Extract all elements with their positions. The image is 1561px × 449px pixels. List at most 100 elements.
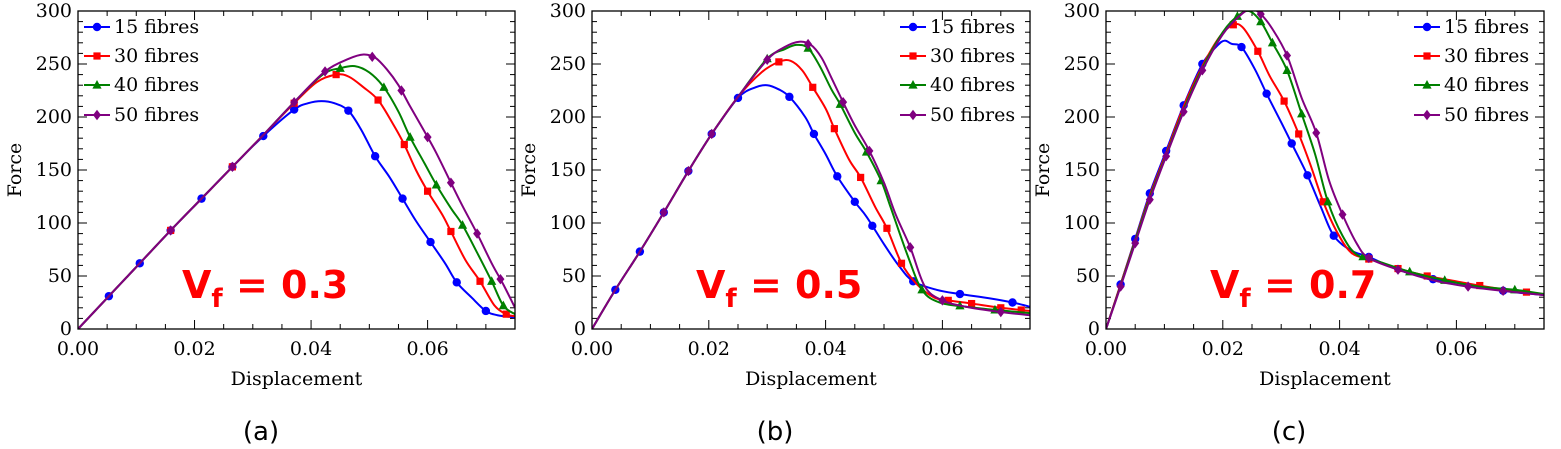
legend-label: 30 fibres [1444, 45, 1529, 67]
data-point-diamond [906, 242, 915, 253]
data-point-circle [868, 221, 877, 231]
plot-area [592, 38, 1030, 329]
y-tick-label: 50 [562, 265, 586, 287]
x-tick-label: 0.06 [1435, 338, 1477, 360]
chart-panel-b: 0.00 0.02 0.04 0.06 0 50 100 150 200 250 300 Displa… [518, 0, 1031, 390]
y-tick-label: 250 [550, 53, 586, 75]
data-point-diamond [397, 85, 406, 96]
x-tick-label: 0.04 [804, 338, 846, 360]
data-point-triangle [1232, 11, 1242, 20]
legend-marker [93, 52, 101, 60]
data-point-circle [809, 129, 819, 139]
data-point-square [476, 277, 484, 285]
legend-label: 50 fibres [930, 104, 1015, 126]
data-point-square [968, 299, 976, 308]
x-tick-label: 0.04 [290, 338, 332, 360]
data-point-diamond [1198, 65, 1207, 76]
data-point-diamond [839, 96, 848, 108]
data-point-triangle [487, 276, 497, 285]
legend: 15 fibres 30 fibres 40 fibres 50 fibres [1414, 16, 1529, 126]
data-point-circle [785, 92, 794, 102]
data-point-circle [344, 106, 353, 115]
x-tick-label: 0.02 [1202, 338, 1244, 360]
x-tick-label: 0.06 [921, 338, 963, 360]
data-point-diamond [659, 207, 668, 218]
data-point-square [944, 296, 952, 304]
data-point-diamond [684, 165, 693, 177]
y-tick-label: 0 [1088, 318, 1100, 340]
data-point-diamond [368, 51, 377, 63]
plot-frame [77, 10, 516, 330]
data-point-triangle [1282, 65, 1292, 74]
data-point-diamond [423, 131, 432, 143]
data-point-triangle [379, 82, 389, 91]
data-point-diamond [996, 306, 1005, 318]
data-point-diamond [1131, 237, 1140, 249]
legend-marker [909, 52, 917, 60]
legend-label: 40 fibres [930, 74, 1015, 96]
data-point-triangle [1323, 196, 1333, 206]
data-point-square [424, 187, 432, 195]
y-tick-label: 100 [1064, 212, 1100, 234]
y-tick-label: 300 [36, 0, 72, 22]
x-axis-label: Displacement [231, 368, 363, 390]
plot-frame [591, 10, 1031, 330]
x-tick-label: 0.00 [57, 338, 99, 360]
legend-marker [93, 109, 101, 121]
legend-marker [1422, 22, 1432, 32]
data-point-diamond [1499, 285, 1508, 297]
data-point-square [883, 224, 891, 232]
x-tick-label: 0.02 [688, 338, 730, 360]
data-point-square [1476, 281, 1484, 290]
y-tick-label: 50 [48, 265, 72, 287]
chart-panel-c: 0.00 0.02 0.04 0.06 0 50 100 150 200 250 300 Displa… [1032, 0, 1545, 390]
y-axis-label: Force [4, 143, 26, 198]
legend-marker [92, 80, 102, 89]
y-tick-label: 150 [550, 159, 586, 181]
y-tick-label: 200 [550, 106, 586, 128]
data-point-diamond [446, 177, 455, 188]
data-point-diamond [228, 161, 237, 173]
x-axis-label: Displacement [745, 368, 877, 390]
y-tick-label: 200 [36, 106, 72, 128]
data-point-diamond [290, 96, 299, 108]
x-tick-label: 0.00 [571, 338, 613, 360]
data-point-triangle [405, 132, 415, 141]
data-point-circle [1008, 298, 1017, 307]
y-axis-label: Force [518, 143, 540, 198]
data-point-circle [1262, 89, 1271, 98]
chart-panel-a: 0.00 0.02 0.04 0.06 0 50 100 150 200 250 300 Displa… [4, 0, 516, 390]
legend-label: 40 fibres [114, 74, 199, 96]
legend-marker [92, 22, 102, 32]
y-tick-label: 200 [1064, 106, 1100, 128]
legend-label: 15 fibres [1444, 16, 1529, 38]
vf-value: = 0.7 [1251, 263, 1377, 307]
vf-value: = 0.3 [223, 263, 349, 307]
y-tick-label: 300 [1064, 0, 1100, 22]
vf-annotation: Vf = 0.3 [182, 263, 348, 314]
y-tick-label: 50 [1076, 265, 1100, 287]
vf-subscript: f [211, 284, 223, 314]
data-point-diamond [1464, 281, 1473, 292]
data-point-diamond [707, 128, 716, 140]
legend-marker [1422, 80, 1432, 89]
legend-marker [908, 80, 918, 89]
legend: 15 fibres 30 fibres 40 fibres 50 fibres [84, 16, 199, 126]
legend-label: 30 fibres [930, 45, 1015, 67]
data-point-diamond [1364, 252, 1373, 264]
legend-marker [908, 22, 918, 32]
panel-label-c: (c) [1272, 417, 1307, 447]
x-tick-label: 0.06 [406, 338, 448, 360]
data-point-circle [1287, 139, 1296, 148]
data-point-diamond [804, 38, 813, 50]
data-point-triangle [1267, 37, 1278, 47]
data-point-triangle [917, 284, 927, 294]
data-point-circle [398, 194, 407, 203]
data-point-square [775, 58, 783, 66]
data-point-square [447, 227, 455, 236]
legend-marker [909, 109, 917, 121]
y-tick-label: 250 [1064, 53, 1100, 75]
y-tick-label: 0 [60, 318, 72, 340]
data-point-square [1229, 21, 1237, 29]
